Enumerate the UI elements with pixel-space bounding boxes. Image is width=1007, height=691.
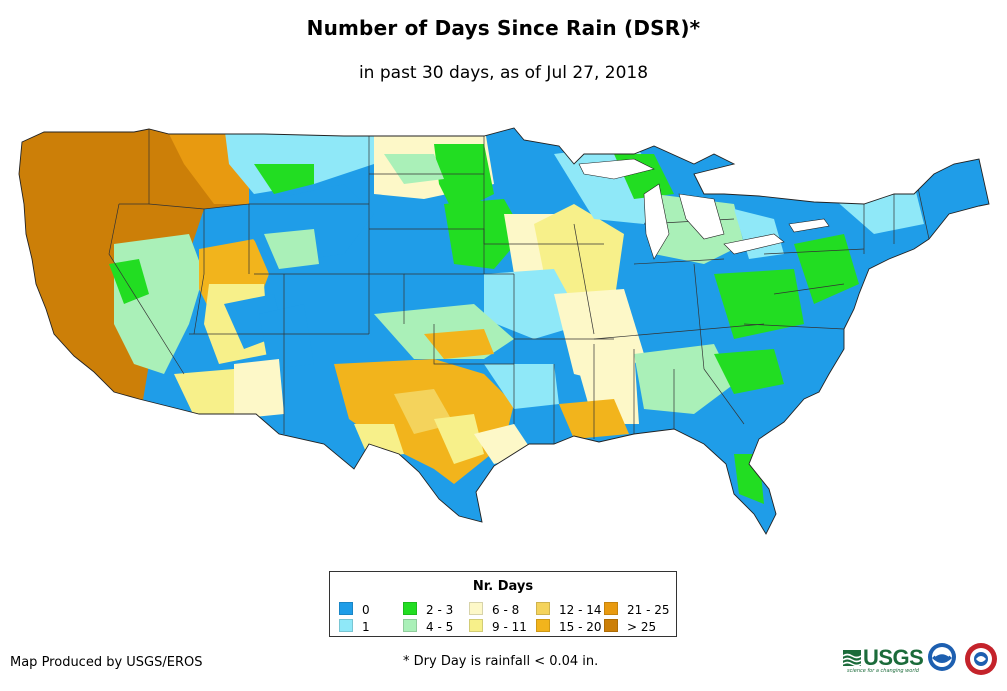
legend-swatch: [536, 619, 550, 632]
legend-label: 0: [362, 603, 370, 617]
legend-item-7: 15 - 20: [536, 619, 602, 634]
legend-item-6: 12 - 14: [536, 602, 602, 617]
legend: Nr. Days 0 1 2 - 3 4 - 5 6 - 8 9 - 11 12…: [329, 571, 677, 637]
legend-swatch: [604, 619, 618, 632]
usgs-wave-icon: [843, 650, 861, 667]
legend-item-4: 6 - 8: [469, 602, 519, 617]
usgs-tagline: science for a changing world: [847, 668, 919, 674]
legend-item-3: 4 - 5: [403, 619, 453, 634]
legend-item-9: > 25: [604, 619, 656, 634]
legend-item-0: 0: [339, 602, 370, 617]
legend-swatch: [403, 602, 417, 615]
agency-logos: USGS science for a changing world: [843, 639, 1003, 679]
usgs-wordmark: USGS: [863, 645, 924, 670]
legend-item-5: 9 - 11: [469, 619, 527, 634]
legend-swatch: [339, 602, 353, 615]
legend-item-2: 2 - 3: [403, 602, 453, 617]
map-credit: Map Produced by USGS/EROS: [10, 655, 203, 670]
usgs-logo: USGS: [843, 643, 924, 673]
legend-swatch: [469, 619, 483, 632]
legend-label: 9 - 11: [492, 620, 527, 634]
legend-label: 6 - 8: [492, 603, 520, 617]
legend-item-8: 21 - 25: [604, 602, 670, 617]
legend-swatch: [536, 602, 550, 615]
nws-logo-icon: [965, 643, 997, 675]
legend-label: > 25: [627, 620, 657, 634]
legend-title: Nr. Days: [472, 579, 534, 594]
legend-item-1: 1: [339, 619, 370, 634]
dsr-map: [18, 127, 990, 535]
legend-label: 4 - 5: [426, 620, 454, 634]
legend-label: 21 - 25: [627, 603, 670, 617]
legend-swatch: [604, 602, 618, 615]
noaa-logo-icon: [928, 643, 956, 671]
legend-label: 1: [362, 620, 370, 634]
legend-swatch: [339, 619, 353, 632]
footnote: * Dry Day is rainfall < 0.04 in.: [403, 654, 599, 669]
legend-swatch: [403, 619, 417, 632]
legend-label: 2 - 3: [426, 603, 454, 617]
legend-label: 12 - 14: [559, 603, 602, 617]
legend-label: 15 - 20: [559, 620, 602, 634]
map-subtitle: in past 30 days, as of Jul 27, 2018: [358, 63, 649, 83]
map-title: Number of Days Since Rain (DSR)*: [306, 16, 701, 40]
legend-swatch: [469, 602, 483, 615]
